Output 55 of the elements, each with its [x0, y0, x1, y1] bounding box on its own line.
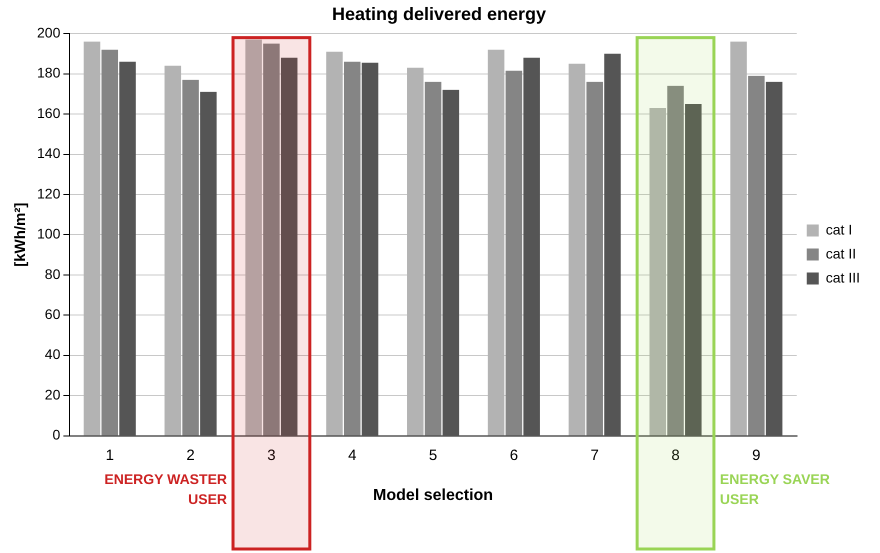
bar [568, 64, 586, 436]
x-tick-label: 9 [752, 446, 761, 464]
bar [604, 54, 621, 436]
x-tick-label: 7 [590, 446, 599, 464]
band-label: ENERGY SAVER USER [720, 470, 830, 507]
bar [102, 50, 118, 436]
band-label: ENERGY WASTER USER [104, 470, 228, 507]
bar [326, 52, 343, 436]
y-tick-label: 20 [44, 386, 61, 402]
legend-label: cat III [826, 269, 860, 286]
bar [280, 58, 298, 436]
bar [442, 90, 460, 436]
bar [685, 104, 702, 436]
bar [766, 82, 782, 436]
y-tick-label: 80 [44, 266, 61, 282]
y-tick-label: 40 [44, 346, 61, 362]
y-tick-label: 160 [37, 104, 61, 121]
bar [344, 62, 361, 436]
y-tick-label: 0 [52, 426, 61, 443]
y-tick-label: 200 [37, 24, 61, 40]
y-tick-label: 100 [37, 226, 61, 242]
x-tick-label: 6 [510, 446, 518, 464]
x-tick-label: 8 [671, 446, 680, 464]
bar [730, 42, 747, 436]
bar [586, 82, 603, 436]
bar [667, 86, 684, 436]
bar [182, 80, 199, 436]
bar [245, 40, 262, 436]
bar [649, 108, 666, 436]
x-axis-title: Model selection [373, 486, 494, 504]
x-tick-label: 2 [186, 446, 195, 464]
x-tick-label: 5 [428, 446, 438, 464]
y-axis-title: [kWh/m²] [12, 202, 30, 267]
legend-label: cat I [826, 221, 852, 238]
y-tick-label: 140 [37, 145, 61, 162]
bar [119, 62, 136, 436]
y-tick-label: 180 [37, 64, 61, 81]
bar [523, 58, 540, 436]
bar [362, 62, 378, 436]
chart-title: Heating delivered energy [332, 4, 546, 24]
legend-label: cat II [826, 245, 856, 262]
bar [424, 82, 442, 436]
bar [748, 76, 765, 436]
bar [506, 70, 522, 436]
bar [488, 50, 504, 436]
x-tick-label: 4 [348, 446, 356, 464]
bar [407, 68, 424, 436]
y-tick-label: 60 [44, 306, 61, 322]
bar [263, 44, 280, 436]
bar [84, 42, 100, 436]
x-tick-label: 1 [106, 446, 114, 464]
bar [164, 66, 182, 436]
bar [200, 92, 217, 436]
x-tick-label: 3 [267, 446, 276, 464]
y-tick-label: 120 [37, 185, 61, 202]
